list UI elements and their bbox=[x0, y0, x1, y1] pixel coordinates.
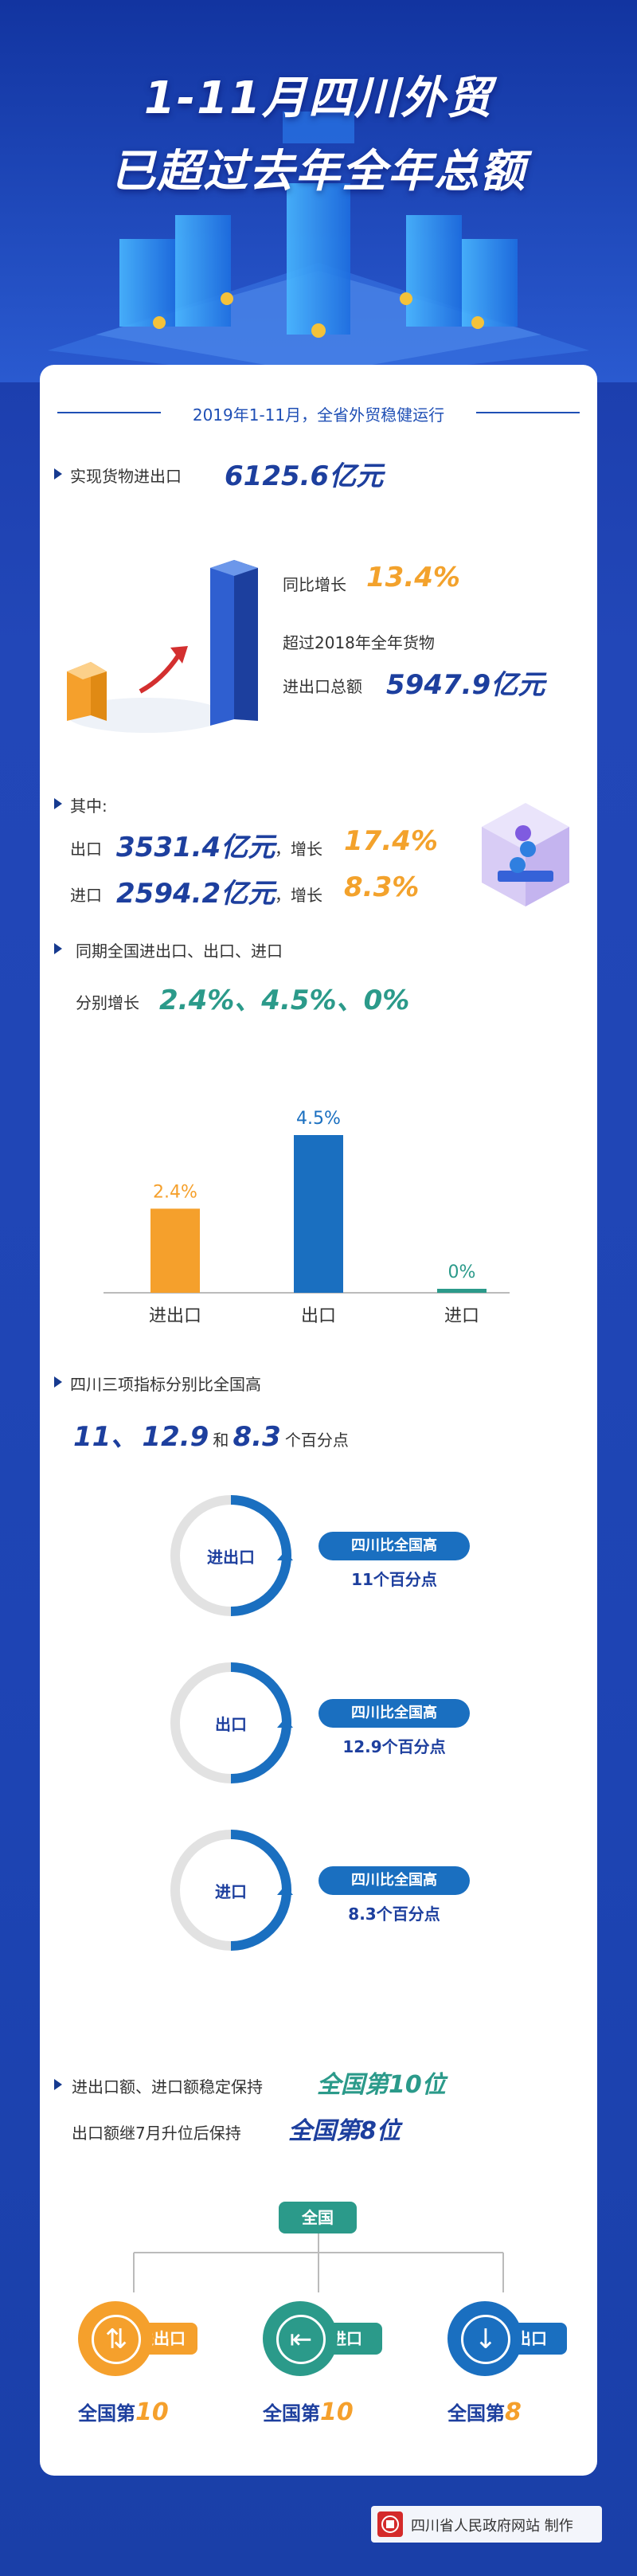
detail-heading: 其中: bbox=[70, 797, 107, 816]
rank-root: 全国 bbox=[279, 2202, 357, 2233]
bullet-icon bbox=[54, 943, 62, 954]
exceed-line2-label: 进出口总额 bbox=[283, 677, 362, 696]
hero-title-line1: 1-11月四川外贸 bbox=[143, 72, 494, 124]
category-label: 进口 bbox=[444, 1306, 479, 1326]
ring-label: 进出口 bbox=[207, 1548, 255, 1567]
footer-text: 四川省人民政府网站 制作 bbox=[411, 2518, 573, 2535]
cube-coin-illustration bbox=[482, 803, 569, 906]
ring-value: 8.3个百分点 bbox=[348, 1905, 440, 1924]
national-growth-values: 2.4%、4.5%、0% bbox=[159, 985, 410, 1016]
higher-val2: 12.9 bbox=[142, 1421, 209, 1453]
hero-title-line2: 已超过去年全年总额 bbox=[111, 146, 526, 198]
tree-connector bbox=[133, 2229, 504, 2292]
bar-0 bbox=[150, 1208, 200, 1293]
national-growth-chart: 2.4% 进出口 4.5% 出口 0% 进口 bbox=[104, 1109, 510, 1326]
higher-heading: 四川三项指标分别比全国高 bbox=[70, 1375, 261, 1394]
ring-value: 11个百分点 bbox=[351, 1570, 437, 1589]
growth-illustration bbox=[67, 560, 258, 733]
growth-value: 13.4% bbox=[366, 562, 460, 593]
ring-pill: 四川比全国高 bbox=[318, 1699, 470, 1728]
export-label: 出口 bbox=[70, 840, 102, 859]
import-value: 2594.2亿元 bbox=[116, 878, 276, 910]
ring-pill: 四川比全国高 bbox=[318, 1532, 470, 1560]
total-prefix: 实现货物进出口 bbox=[70, 467, 182, 486]
higher-values: 11、 12.9 和 8.3 个百分点 bbox=[73, 1415, 349, 1454]
rank-value: 全国第10 bbox=[263, 2398, 354, 2426]
national-heading: 同期全国进出口、出口、进口 bbox=[76, 942, 283, 961]
higher-unit: 个百分点 bbox=[284, 1431, 349, 1450]
category-label: 出口 bbox=[301, 1306, 336, 1326]
exceed-value: 5947.9亿元 bbox=[386, 669, 545, 701]
category-label: 进出口 bbox=[149, 1306, 201, 1326]
ring-value: 12.9个百分点 bbox=[342, 1737, 446, 1756]
ring-gauge bbox=[170, 1495, 293, 1616]
growth-label: 同比增长 bbox=[283, 575, 346, 594]
rank-line2-label: 出口额继7月升位后保持 bbox=[72, 2124, 241, 2143]
total-value: 6125.6亿元 bbox=[225, 460, 384, 492]
rank-value: 全国第8 bbox=[447, 2398, 522, 2426]
rank-line2-value: 全国第8位 bbox=[288, 2117, 401, 2145]
rank-line1-value: 全国第10位 bbox=[317, 2071, 446, 2099]
bar-1 bbox=[294, 1135, 343, 1293]
bullet-icon bbox=[54, 798, 62, 809]
national-growth-label: 分别增长 bbox=[76, 993, 139, 1012]
footer-badge: 四川省人民政府网站 制作 bbox=[371, 2506, 602, 2543]
swap-arrows-icon: ⇅ bbox=[78, 2301, 153, 2376]
import-label: 进口 bbox=[70, 886, 102, 905]
import-growth: 8.3% bbox=[344, 871, 420, 903]
gov-seal-icon bbox=[377, 2511, 403, 2537]
ring-gauge bbox=[170, 1830, 293, 1951]
ring-gauge bbox=[170, 1662, 293, 1783]
bar-value-label: 2.4% bbox=[153, 1182, 197, 1202]
city-illustration bbox=[0, 0, 637, 382]
export-growth-label: ，增长 bbox=[275, 840, 322, 859]
bullet-icon bbox=[54, 2079, 62, 2090]
bullet-icon bbox=[54, 468, 62, 480]
export-arrow-icon: ↓ bbox=[447, 2301, 522, 2376]
rank-value: 全国第10 bbox=[78, 2398, 169, 2426]
import-arrow-icon: ⇤ bbox=[263, 2301, 338, 2376]
ring-pill: 四川比全国高 bbox=[318, 1866, 470, 1895]
section-header: 2019年1-11月，全省外贸稳健运行 bbox=[40, 397, 597, 429]
ring-label: 进口 bbox=[215, 1882, 247, 1901]
import-growth-label: ，增长 bbox=[275, 886, 322, 905]
bar-value-label: 4.5% bbox=[296, 1109, 341, 1129]
ring-label: 出口 bbox=[215, 1715, 247, 1734]
higher-and: 和 bbox=[213, 1431, 229, 1450]
export-value: 3531.4亿元 bbox=[116, 832, 276, 863]
bar-2 bbox=[437, 1289, 487, 1293]
exceed-line1: 超过2018年全年货物 bbox=[283, 633, 435, 652]
content-card: 2019年1-11月，全省外贸稳健运行 实现货物进出口 6125.6亿元 同比增… bbox=[40, 365, 597, 2476]
bar-value-label: 0% bbox=[448, 1263, 476, 1282]
higher-val1: 11、 bbox=[73, 1421, 139, 1453]
hero-banner: 1-11月四川外贸 已超过去年全年总额 bbox=[0, 0, 637, 382]
bullet-icon bbox=[54, 1376, 62, 1388]
rank-line1-label: 进出口额、进口额稳定保持 bbox=[72, 2077, 263, 2096]
export-growth: 17.4% bbox=[344, 825, 438, 857]
higher-val3: 8.3 bbox=[233, 1421, 281, 1453]
